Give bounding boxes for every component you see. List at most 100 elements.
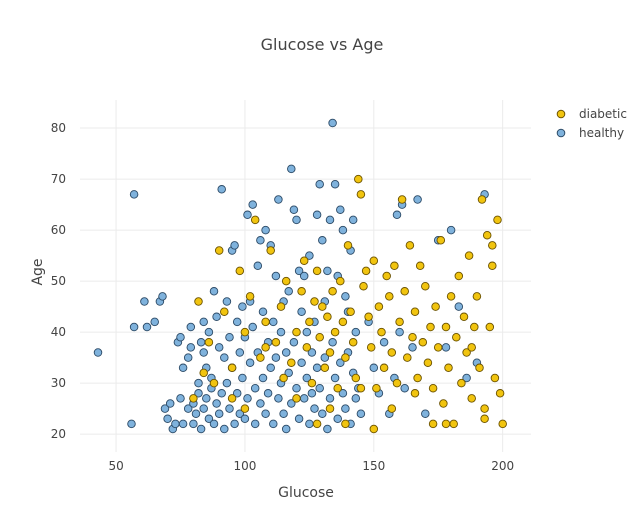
point-diabetic[interactable] xyxy=(292,394,301,403)
point-healthy[interactable] xyxy=(287,164,296,174)
point-healthy[interactable] xyxy=(261,409,270,418)
point-healthy[interactable] xyxy=(238,373,247,383)
point-healthy[interactable] xyxy=(408,343,417,352)
point-healthy[interactable] xyxy=(199,348,208,357)
point-diabetic[interactable] xyxy=(374,302,384,311)
point-diabetic[interactable] xyxy=(436,236,446,245)
point-healthy[interactable] xyxy=(196,338,206,347)
point-healthy[interactable] xyxy=(287,399,296,408)
point-healthy[interactable] xyxy=(302,327,312,337)
point-diabetic[interactable] xyxy=(297,287,306,296)
point-diabetic[interactable] xyxy=(464,251,474,260)
point-healthy[interactable] xyxy=(243,394,252,403)
point-healthy[interactable] xyxy=(256,399,265,408)
point-healthy[interactable] xyxy=(199,404,208,413)
point-diabetic[interactable] xyxy=(400,287,409,296)
point-healthy[interactable] xyxy=(294,266,304,276)
point-healthy[interactable] xyxy=(158,292,167,301)
point-healthy[interactable] xyxy=(248,322,257,332)
point-diabetic[interactable] xyxy=(415,261,425,271)
point-healthy[interactable] xyxy=(171,419,180,429)
point-healthy[interactable] xyxy=(199,317,208,327)
point-healthy[interactable] xyxy=(341,404,350,413)
point-healthy[interactable] xyxy=(289,338,299,347)
point-healthy[interactable] xyxy=(323,266,332,276)
point-diabetic[interactable] xyxy=(452,332,461,342)
point-healthy[interactable] xyxy=(258,373,268,383)
point-diabetic[interactable] xyxy=(470,322,479,332)
point-healthy[interactable] xyxy=(269,317,278,327)
point-diabetic[interactable] xyxy=(480,404,489,413)
point-healthy[interactable] xyxy=(328,338,337,347)
point-diabetic[interactable] xyxy=(410,307,420,316)
point-healthy[interactable] xyxy=(230,419,239,429)
point-healthy[interactable] xyxy=(129,190,139,199)
point-diabetic[interactable] xyxy=(441,419,451,429)
point-healthy[interactable] xyxy=(281,424,291,434)
point-healthy[interactable] xyxy=(305,419,314,429)
point-healthy[interactable] xyxy=(325,215,335,225)
point-healthy[interactable] xyxy=(284,287,293,296)
point-healthy[interactable] xyxy=(395,327,404,337)
point-diabetic[interactable] xyxy=(214,246,224,255)
point-diabetic[interactable] xyxy=(379,363,389,373)
point-diabetic[interactable] xyxy=(369,256,379,265)
point-diabetic[interactable] xyxy=(477,195,487,204)
point-healthy[interactable] xyxy=(150,317,159,327)
point-healthy[interactable] xyxy=(220,353,229,362)
point-diabetic[interactable] xyxy=(245,292,255,301)
point-diabetic[interactable] xyxy=(382,271,391,281)
point-diabetic[interactable] xyxy=(495,389,505,398)
point-healthy[interactable] xyxy=(269,419,278,429)
point-healthy[interactable] xyxy=(214,409,224,418)
point-healthy[interactable] xyxy=(165,399,175,408)
point-healthy[interactable] xyxy=(230,241,239,250)
point-healthy[interactable] xyxy=(176,332,185,342)
point-healthy[interactable] xyxy=(279,409,288,418)
point-healthy[interactable] xyxy=(222,297,232,306)
point-healthy[interactable] xyxy=(209,419,219,429)
point-healthy[interactable] xyxy=(320,353,330,362)
point-healthy[interactable] xyxy=(356,409,366,418)
point-healthy[interactable] xyxy=(271,353,281,362)
point-healthy[interactable] xyxy=(232,317,242,327)
point-healthy[interactable] xyxy=(330,179,340,189)
point-diabetic[interactable] xyxy=(312,419,322,429)
point-healthy[interactable] xyxy=(292,383,301,393)
point-healthy[interactable] xyxy=(178,419,188,429)
point-diabetic[interactable] xyxy=(359,281,368,291)
point-healthy[interactable] xyxy=(225,332,234,342)
legend-item-diabetic[interactable]: diabetic xyxy=(556,107,627,121)
point-healthy[interactable] xyxy=(336,205,345,214)
point-healthy[interactable] xyxy=(183,353,193,362)
point-diabetic[interactable] xyxy=(446,292,456,301)
point-healthy[interactable] xyxy=(243,210,252,220)
point-healthy[interactable] xyxy=(204,414,214,424)
point-healthy[interactable] xyxy=(441,343,451,352)
point-diabetic[interactable] xyxy=(315,332,324,342)
point-diabetic[interactable] xyxy=(366,343,376,352)
point-healthy[interactable] xyxy=(294,414,304,424)
point-diabetic[interactable] xyxy=(227,363,237,373)
point-diabetic[interactable] xyxy=(276,302,286,311)
point-diabetic[interactable] xyxy=(441,322,451,332)
point-diabetic[interactable] xyxy=(325,404,335,413)
point-diabetic[interactable] xyxy=(318,302,327,311)
point-healthy[interactable] xyxy=(400,383,409,393)
point-diabetic[interactable] xyxy=(194,297,203,306)
point-diabetic[interactable] xyxy=(320,363,330,373)
point-diabetic[interactable] xyxy=(426,322,435,332)
point-diabetic[interactable] xyxy=(346,307,355,316)
point-healthy[interactable] xyxy=(176,394,185,403)
point-diabetic[interactable] xyxy=(472,292,482,301)
point-healthy[interactable] xyxy=(250,383,260,393)
point-healthy[interactable] xyxy=(225,404,234,413)
point-diabetic[interactable] xyxy=(372,383,381,393)
point-healthy[interactable] xyxy=(318,409,327,418)
point-healthy[interactable] xyxy=(446,225,456,235)
point-healthy[interactable] xyxy=(253,261,263,271)
point-diabetic[interactable] xyxy=(449,419,458,429)
point-healthy[interactable] xyxy=(245,358,255,367)
point-diabetic[interactable] xyxy=(323,312,332,322)
point-healthy[interactable] xyxy=(261,225,270,235)
